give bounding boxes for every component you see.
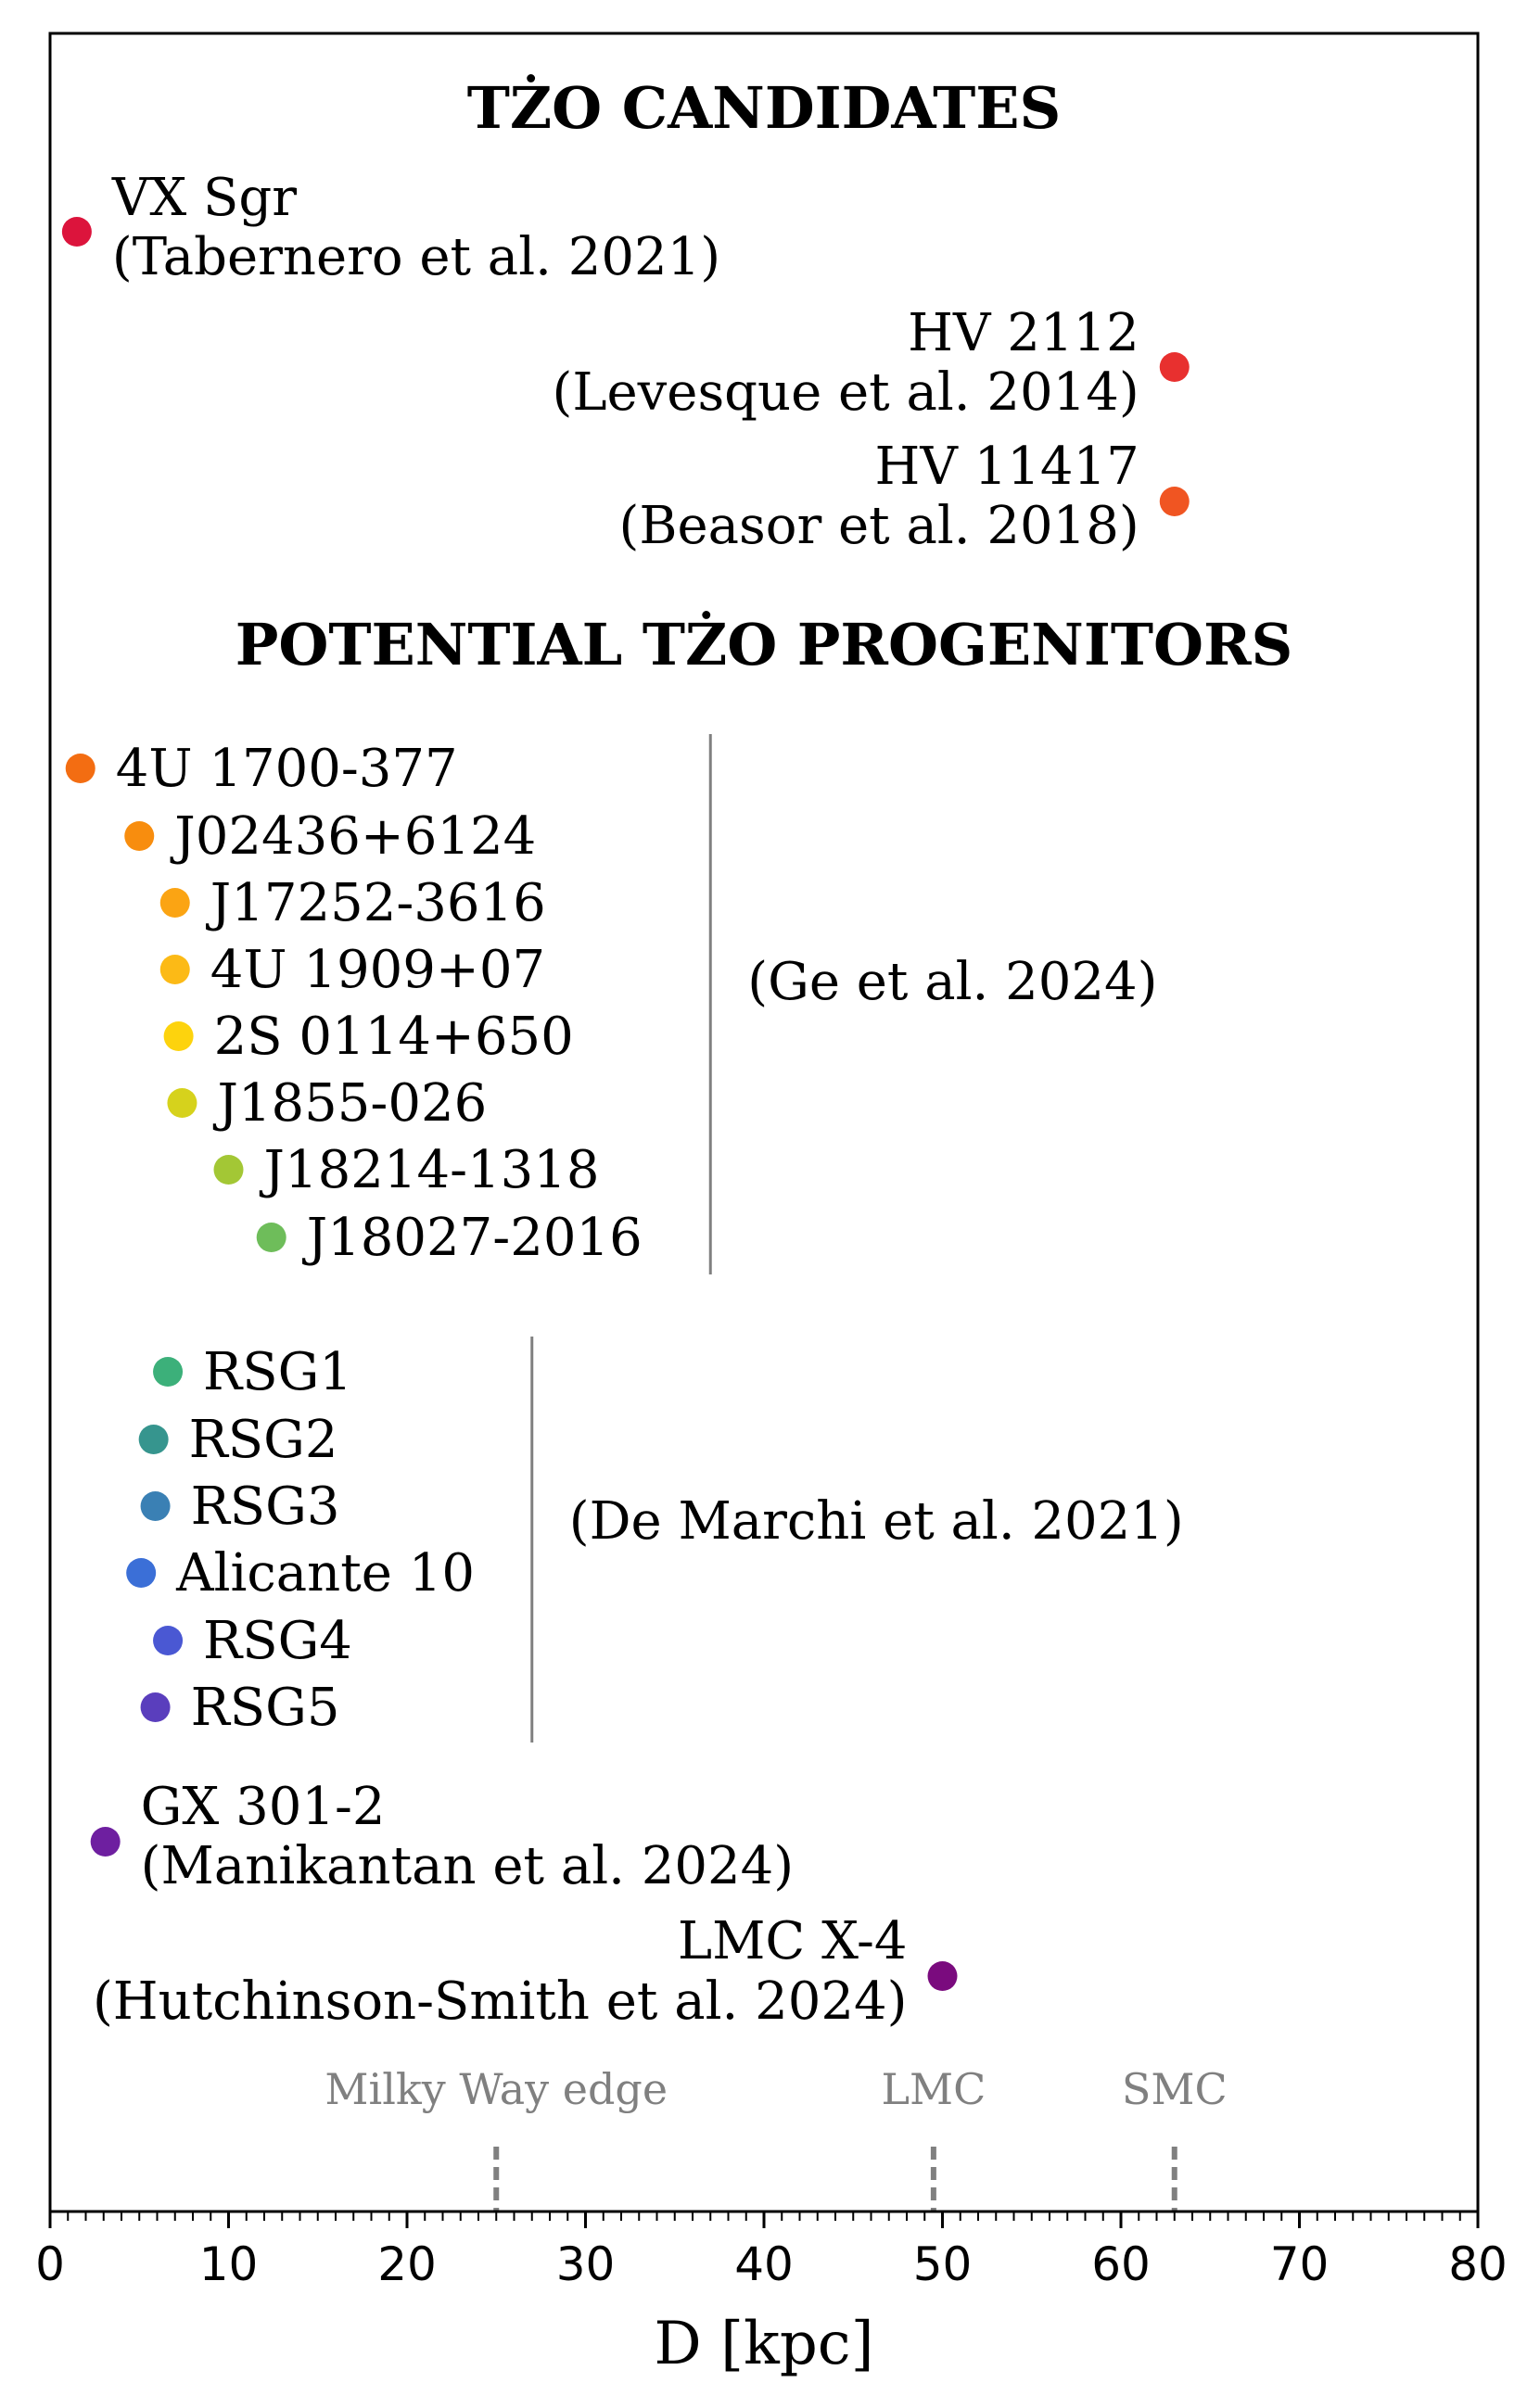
x-tick-label: 30 — [556, 2237, 616, 2291]
point-label: HV 2112 — [908, 303, 1139, 363]
point-label: GX 301-2 — [141, 1777, 386, 1837]
x-tick-label: 10 — [199, 2237, 259, 2291]
data-point — [927, 1961, 958, 1991]
point-label: J02436+6124 — [170, 806, 536, 867]
point-label: 4U 1909+07 — [210, 940, 545, 1000]
section-title: POTENTIAL TŻO PROGENITORS — [235, 611, 1293, 678]
point-reference: (Manikantan et al. 2024) — [141, 1836, 794, 1896]
point-reference: (Hutchinson-Smith et al. 2024) — [93, 1971, 908, 2032]
data-point — [61, 217, 92, 247]
x-axis-label: D [kpc] — [654, 2310, 873, 2378]
point-label: HV 11417 — [875, 437, 1139, 497]
group-reference-label: (De Marchi et al. 2021) — [569, 1491, 1184, 1552]
data-point — [163, 1021, 194, 1051]
data-point — [140, 1692, 171, 1722]
data-point — [153, 1626, 184, 1655]
distance-marker-label: LMC — [881, 2064, 986, 2114]
data-point — [159, 955, 190, 984]
data-point — [126, 1558, 157, 1588]
data-point — [1159, 487, 1190, 516]
point-label: RSG5 — [191, 1678, 340, 1738]
group-reference-label: (Ge et al. 2024) — [747, 952, 1157, 1012]
point-label: Alicante 10 — [175, 1543, 475, 1603]
point-label: RSG1 — [203, 1342, 352, 1402]
point-label: J18027-2016 — [302, 1208, 643, 1268]
point-reference: (Levesque et al. 2014) — [552, 362, 1139, 423]
data-point — [153, 1357, 184, 1387]
data-point — [213, 1155, 244, 1185]
point-reference: (Beasor et al. 2018) — [618, 496, 1139, 556]
section-title: TŻO CANDIDATES — [467, 74, 1062, 142]
data-point — [159, 888, 190, 918]
plot-area: TŻO CANDIDATES POTENTIAL TŻO PROGENITORS V… — [61, 74, 1293, 2212]
data-point — [1159, 352, 1190, 382]
x-tick-label: 0 — [35, 2237, 65, 2291]
data-point — [167, 1088, 197, 1118]
point-reference: (Tabernero et al. 2021) — [112, 227, 720, 287]
x-tick-label: 40 — [734, 2237, 794, 2291]
data-point — [90, 1827, 121, 1857]
x-tick-label: 50 — [913, 2237, 973, 2291]
point-label: J18214-1318 — [260, 1140, 600, 1200]
plot-frame — [48, 32, 1480, 2213]
point-label: J1855-026 — [212, 1073, 487, 1134]
data-point — [256, 1223, 286, 1252]
distance-marker-label: SMC — [1122, 2064, 1228, 2114]
x-tick-label: 80 — [1448, 2237, 1508, 2291]
x-tick-label: 20 — [377, 2237, 437, 2291]
point-label: LMC X-4 — [678, 1911, 908, 1971]
data-point — [65, 754, 95, 783]
x-tick-label: 60 — [1091, 2237, 1151, 2291]
point-label: RSG2 — [189, 1410, 338, 1470]
distance-marker-label: Milky Way edge — [325, 2064, 668, 2114]
point-label: 4U 1700-377 — [116, 739, 458, 799]
point-label: RSG3 — [191, 1476, 340, 1537]
point-label: 2S 0114+650 — [214, 1007, 574, 1067]
x-tick-label: 70 — [1270, 2237, 1330, 2291]
data-point — [124, 821, 155, 851]
point-label: RSG4 — [203, 1611, 352, 1671]
point-label: J17252-3616 — [206, 873, 546, 933]
point-label: VX Sgr — [111, 168, 297, 228]
axis-ticks: 0 10 20 30 40 50 60 70 80 — [35, 2212, 1508, 2291]
data-point — [140, 1491, 171, 1521]
data-point — [138, 1425, 169, 1454]
